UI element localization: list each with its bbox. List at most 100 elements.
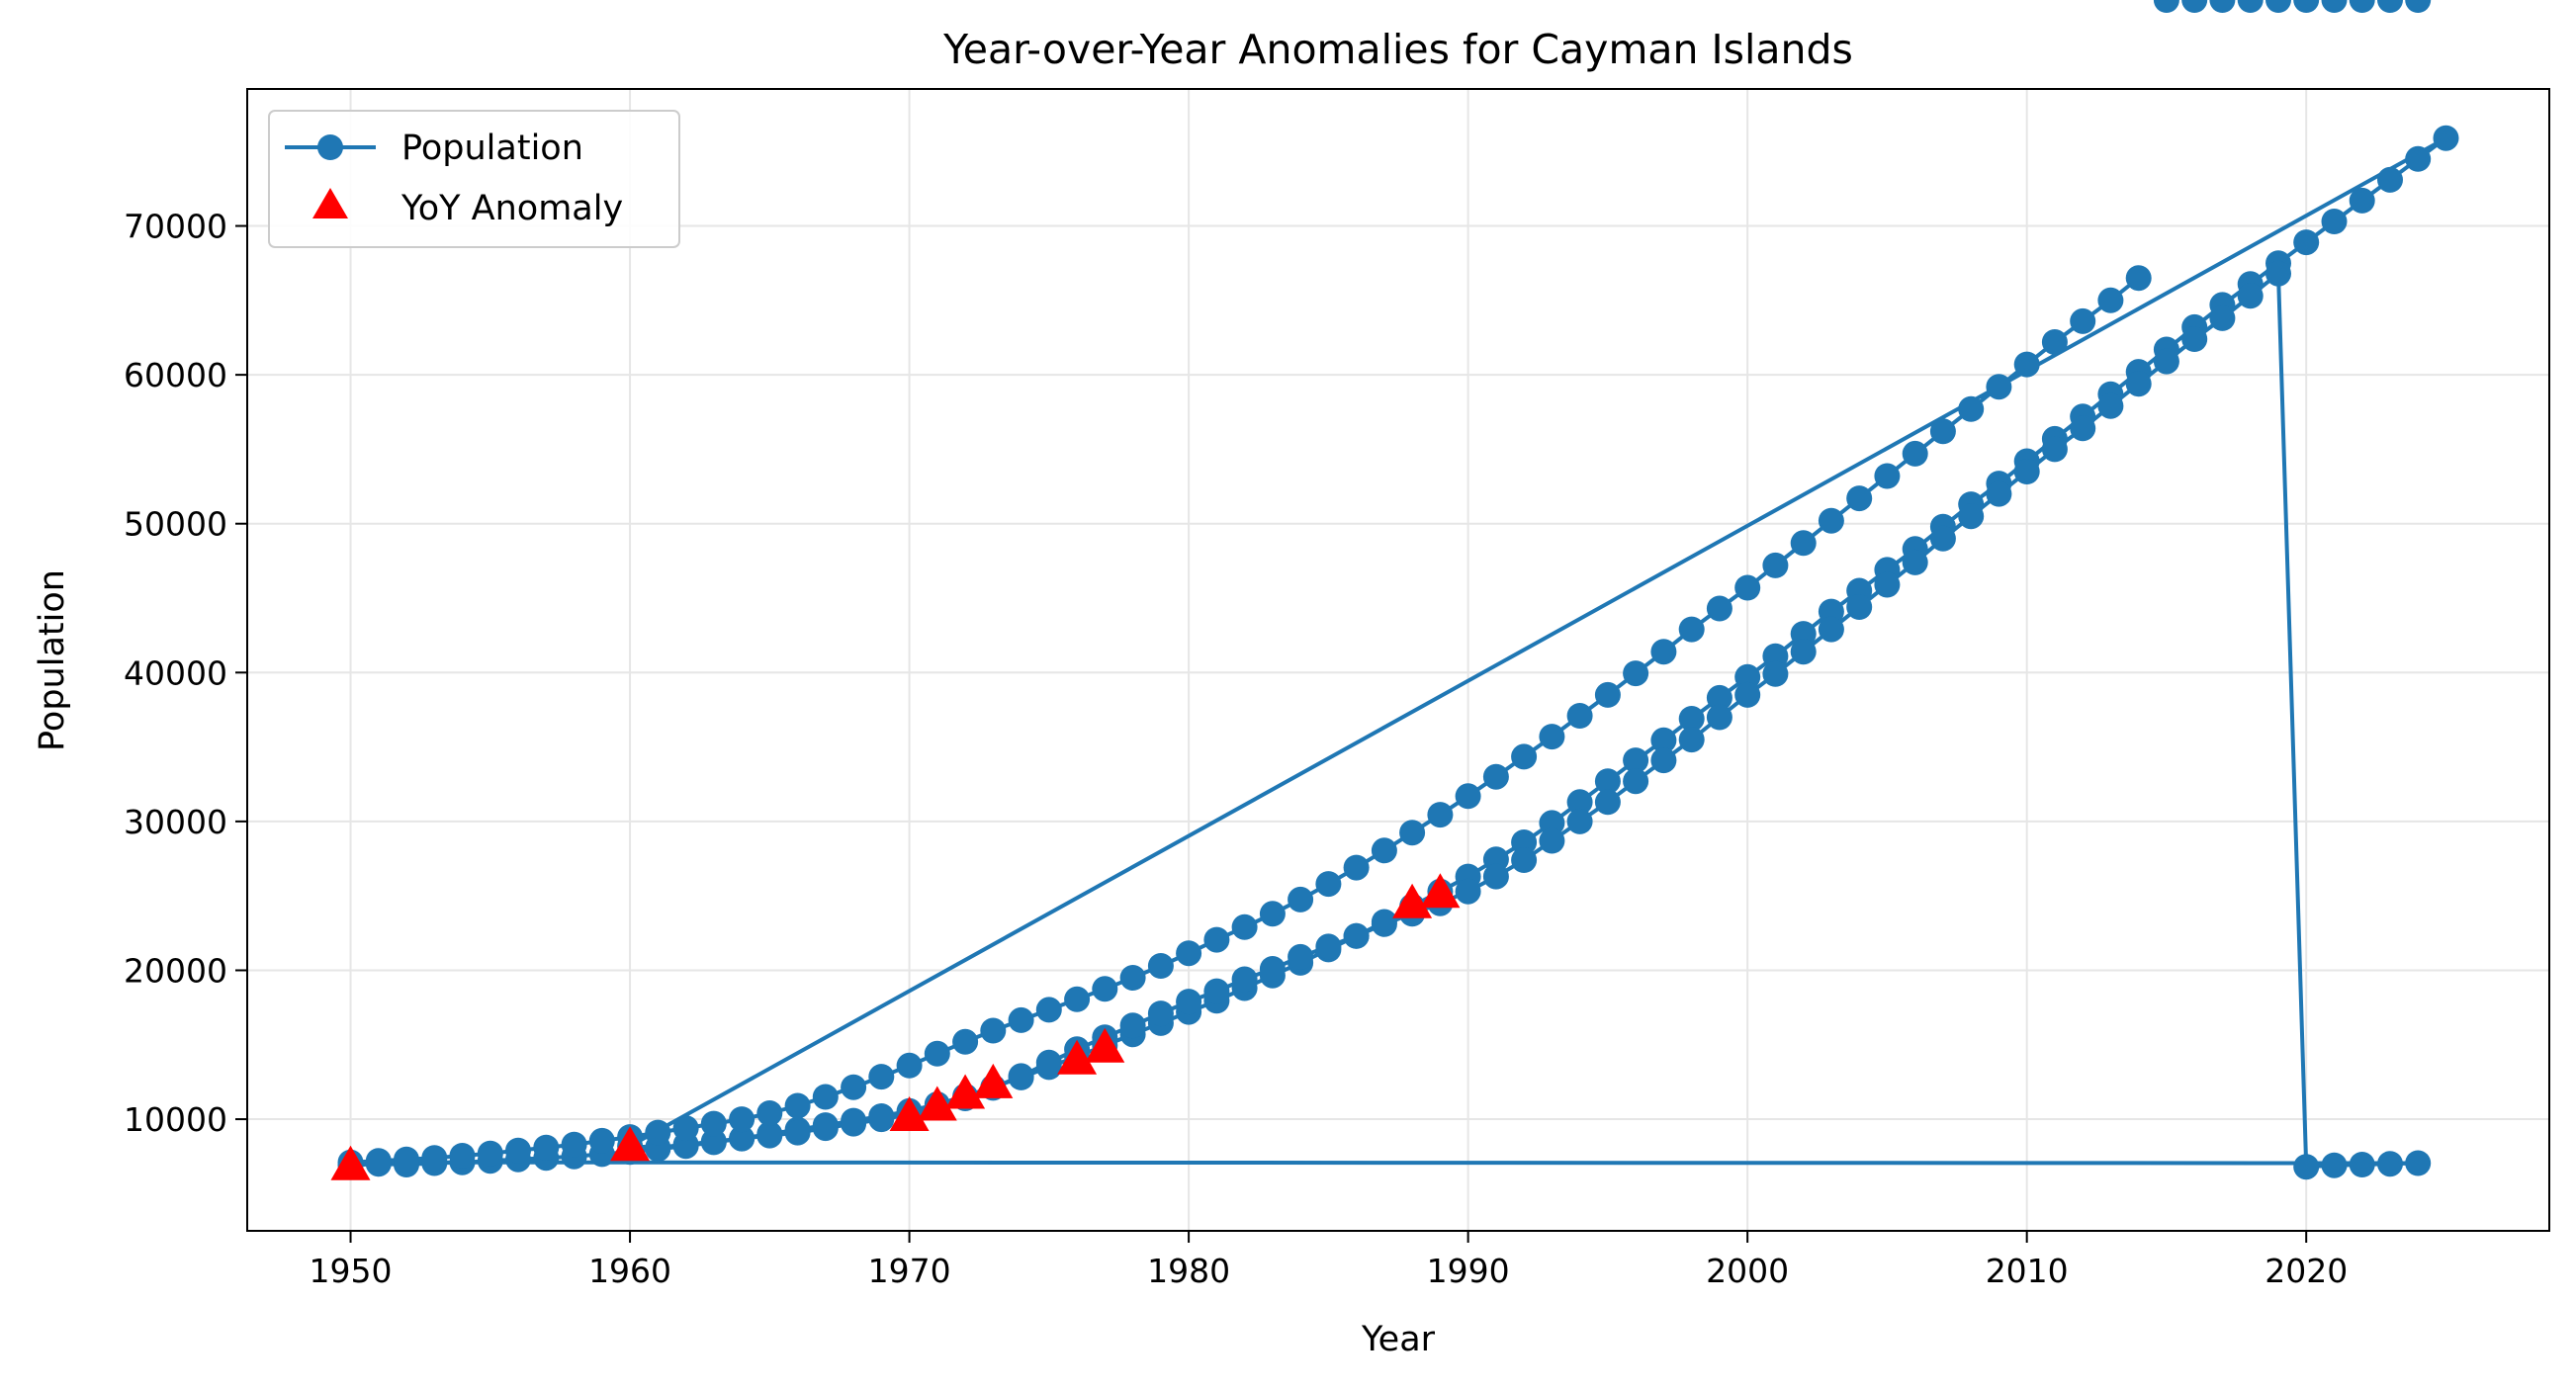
- anomaly-marker: [1085, 1027, 1125, 1063]
- population-point: [1790, 530, 1817, 557]
- population-point: [2321, 209, 2348, 234]
- population-point: [1929, 418, 1956, 445]
- population-point: [812, 1115, 839, 1142]
- population-point: [1958, 503, 1985, 530]
- population-point: [841, 1074, 867, 1100]
- population-point: [868, 1106, 895, 1133]
- population-point: [1371, 837, 1397, 864]
- population-point: [1678, 706, 1705, 732]
- population-point: [2041, 329, 2068, 355]
- population-point: [1902, 440, 1928, 467]
- population-point: [1986, 480, 2012, 507]
- population-point: [1594, 681, 1621, 708]
- y-tick-label: 40000: [124, 653, 227, 692]
- population-point: [980, 1017, 1007, 1044]
- population-point: [1706, 595, 1732, 622]
- population-point: [645, 1119, 671, 1146]
- population-point: [1147, 1000, 1174, 1027]
- population-point: [2237, 0, 2264, 13]
- population-point: [2097, 287, 2124, 313]
- population-point: [588, 1127, 615, 1154]
- population-point: [1650, 639, 1677, 665]
- population-point: [1790, 621, 1817, 648]
- population-point: [1203, 978, 1230, 1004]
- population-point: [784, 1092, 811, 1119]
- population-point: [1623, 747, 1649, 774]
- x-tick-label: 1990: [1427, 1252, 1510, 1290]
- population-point: [2153, 348, 2179, 375]
- population-point: [421, 1145, 448, 1172]
- population-point: [1539, 810, 1565, 836]
- population-point: [1734, 681, 1761, 708]
- population-point: [2125, 371, 2152, 397]
- population-point: [1539, 724, 1565, 750]
- population-point: [533, 1134, 560, 1161]
- legend-label-anomaly: YoY Anomaly: [400, 189, 623, 228]
- population-point: [2293, 1154, 2320, 1180]
- population-point: [2209, 0, 2236, 13]
- population-point: [1566, 808, 1593, 834]
- legend-triangle-swatch: [312, 188, 348, 218]
- y-tick-label: 50000: [124, 505, 227, 544]
- population-point: [924, 1040, 950, 1067]
- population-point: [1511, 829, 1538, 855]
- population-point: [1231, 966, 1258, 993]
- population-point: [2181, 0, 2208, 13]
- population-point: [1846, 594, 1873, 620]
- population-point: [672, 1115, 699, 1142]
- population-point: [1511, 847, 1538, 873]
- x-tick-label: 2000: [1706, 1252, 1789, 1290]
- anomaly-marker: [1392, 883, 1433, 918]
- population-point: [2125, 265, 2152, 292]
- x-tick-label: 1980: [1147, 1252, 1230, 1290]
- population-point: [2153, 0, 2179, 13]
- population-point: [952, 1028, 979, 1055]
- population-point: [2405, 0, 2432, 13]
- population-point: [1176, 989, 1202, 1015]
- population-point: [1455, 783, 1481, 810]
- population-point: [1762, 643, 1789, 669]
- chart-title: Year-over-Year Anomalies for Cayman Isla…: [942, 26, 1853, 73]
- population-point: [1427, 802, 1454, 828]
- population-point: [477, 1140, 503, 1167]
- population-point: [1623, 768, 1649, 795]
- population-point: [729, 1125, 755, 1152]
- population-point: [365, 1148, 392, 1174]
- population-point: [729, 1106, 755, 1133]
- anomaly-marker: [330, 1145, 371, 1180]
- population-point: [2209, 304, 2236, 331]
- population-point: [2321, 1152, 2348, 1178]
- population-point: [1986, 374, 2012, 400]
- anomaly-marker: [973, 1063, 1014, 1098]
- population-point: [394, 1146, 419, 1173]
- population-point: [2293, 229, 2320, 256]
- population-point: [868, 1064, 895, 1090]
- population-point: [1874, 571, 1901, 598]
- population-point: [1706, 704, 1732, 731]
- plot-frame: [246, 88, 2550, 1232]
- x-axis-label: Year: [1361, 1320, 1436, 1359]
- population-point: [449, 1143, 476, 1169]
- population-point: [1762, 660, 1789, 687]
- legend-label-population: Population: [401, 129, 583, 168]
- anomaly-marker: [1420, 873, 1461, 909]
- legend-circle-swatch: [317, 134, 343, 160]
- population-point: [1818, 598, 1844, 625]
- population-point: [2013, 351, 2040, 378]
- population-point: [1594, 789, 1621, 816]
- population-point: [1064, 986, 1091, 1012]
- anomaly-marker: [1057, 1039, 1098, 1075]
- population-point: [1203, 926, 1230, 953]
- population-point: [1566, 703, 1593, 729]
- population-point: [1399, 820, 1426, 846]
- population-point: [2013, 459, 2040, 484]
- x-tick-label: 1960: [588, 1252, 671, 1290]
- population-point: [2405, 145, 2432, 172]
- population-point: [2405, 1150, 2432, 1176]
- population-point: [1958, 395, 1985, 422]
- population-point: [1147, 953, 1174, 979]
- population-point: [561, 1131, 587, 1158]
- y-tick-label: 10000: [124, 1100, 227, 1139]
- population-point: [1482, 863, 1509, 890]
- population-point: [1846, 485, 1873, 512]
